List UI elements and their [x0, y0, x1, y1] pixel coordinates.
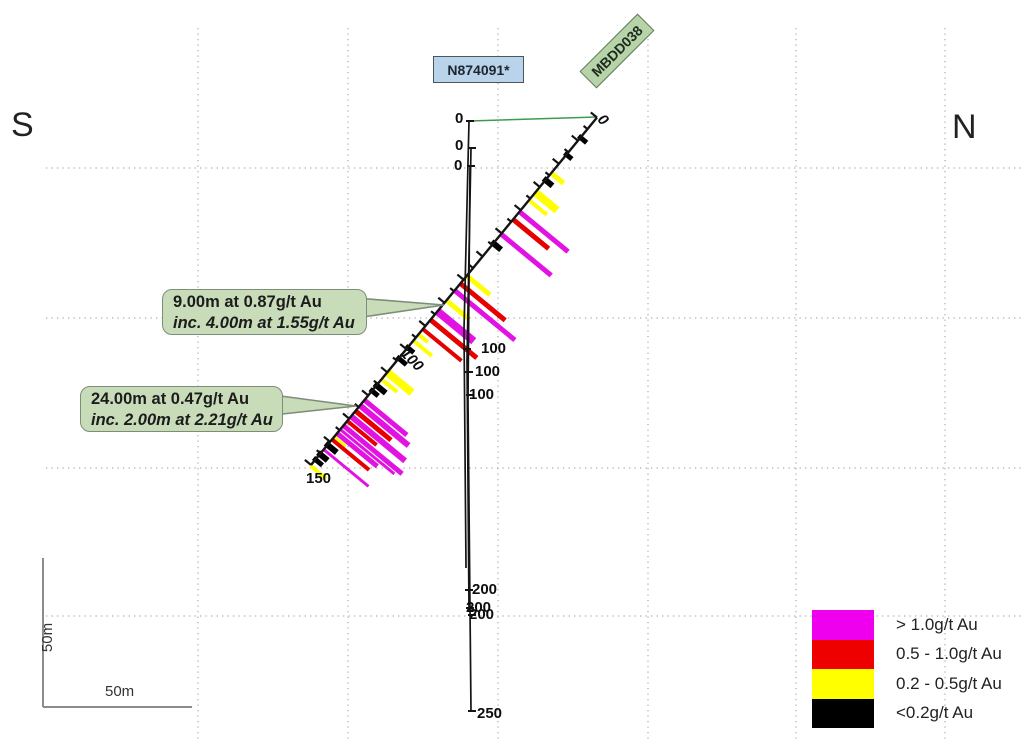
assay-interval-bar-yellow — [527, 198, 549, 217]
legend-swatch-black — [812, 698, 874, 728]
assay-interval-bar-magenta — [322, 448, 370, 488]
legend-swatch-magenta — [812, 610, 874, 640]
depth-label-vertical-100: 100 — [475, 363, 501, 380]
hole-id-label-n874091: N874091* — [433, 56, 524, 83]
assay-interval-bar-magenta — [499, 232, 553, 278]
depth-tick — [525, 194, 531, 200]
legend-row: > 1.0g/t Au — [812, 610, 1002, 640]
assay-interval-bar-red — [511, 217, 551, 251]
assay-interval-bar-red — [421, 327, 463, 363]
depth-tick — [544, 171, 551, 177]
depth-tick — [590, 111, 598, 119]
legend-label: > 1.0g/t Au — [896, 614, 978, 634]
depth-tick — [456, 273, 465, 281]
assay-interval-bar-yellow — [380, 377, 399, 394]
depth-label-vertical-200: 200 — [472, 581, 498, 598]
depth-label-vertical-200: 200 — [469, 606, 495, 623]
assay-callout-1-line1: 9.00m at 0.87g/t Au — [173, 293, 322, 311]
depth-tick — [494, 227, 503, 235]
south-label: S — [11, 106, 34, 144]
assay-interval-bar-yellow — [532, 189, 560, 214]
depth-tick — [513, 204, 522, 212]
assay-callout-1-line2: inc. 4.00m at 1.55g/t Au — [173, 314, 355, 332]
depth-label-vertical-100: 100 — [481, 340, 507, 357]
assay-interval-bar-yellow — [309, 464, 328, 480]
assay-interval-bar-yellow — [549, 171, 566, 186]
depth-tick — [430, 310, 436, 316]
depth-tick — [532, 181, 541, 188]
depth-tick — [354, 403, 360, 408]
depth-tick — [315, 449, 322, 455]
horizontal-scale-label: 50m — [105, 683, 135, 700]
assay-interval-bar-magenta — [358, 403, 411, 448]
drillhole-trace-vertical — [467, 165, 472, 713]
assay-interval-bar-yellow — [417, 332, 429, 344]
depth-tick — [342, 412, 350, 420]
assay-interval-bar-yellow — [332, 435, 347, 449]
depth-label-vertical-100: 100 — [469, 386, 495, 403]
callout-tail — [272, 394, 357, 416]
assay-interval-bar-magenta — [349, 413, 408, 464]
legend-swatch-red — [812, 639, 874, 669]
legend-label: <0.2g/t Au — [896, 703, 974, 723]
assay-callout-1: 9.00m at 0.87g/t Au inc. 4.00m at 1.55g/… — [162, 289, 367, 335]
legend-row: <0.2g/t Au — [812, 698, 1002, 728]
depth-tick — [304, 459, 312, 466]
drillhole-trace-vertical — [463, 120, 470, 569]
depth-label-vertical-250: 250 — [477, 705, 503, 722]
north-label: N — [952, 108, 977, 146]
depth-tick — [399, 343, 408, 350]
callout-tail — [355, 297, 445, 319]
depth-tick — [551, 157, 560, 165]
assay-interval-bar-magenta — [339, 428, 396, 476]
assay-interval-bar-yellow — [412, 339, 434, 358]
assay-callout-2-line2: inc. 2.00m at 2.21g/t Au — [91, 411, 273, 429]
depth-label-vertical-0: 0 — [454, 157, 463, 174]
depth-tick — [373, 379, 379, 385]
depth-tick — [449, 287, 455, 293]
legend-swatch-yellow — [812, 669, 874, 699]
legend-row: 0.2 - 0.5g/t Au — [812, 669, 1002, 699]
assay-interval-bar-red — [345, 419, 378, 447]
depth-tick — [361, 389, 369, 397]
depth-tick — [475, 250, 484, 258]
depth-tick — [392, 356, 398, 362]
legend-label: 0.5 - 1.0g/t Au — [896, 644, 1002, 664]
vertical-scale-label: 50m — [39, 622, 57, 653]
depth-label-vertical-0: 0 — [455, 137, 464, 154]
depth-tick — [380, 366, 388, 374]
grade-legend: > 1.0g/t Au 0.5 - 1.0g/t Au 0.2 - 0.5g/t… — [812, 610, 1002, 728]
assay-interval-bar-magenta — [335, 431, 379, 469]
assay-interval-bar-red — [353, 408, 393, 443]
assay-callout-2: 24.00m at 0.47g/t Au inc. 2.00m at 2.21g… — [80, 386, 283, 432]
assay-interval-bar-magenta — [362, 398, 409, 437]
depth-tick — [335, 426, 341, 432]
depth-label-inclined-150: 150 — [306, 470, 332, 487]
assay-interval-bar-magenta — [517, 209, 570, 254]
collar-connector-line — [469, 116, 598, 122]
legend-label: 0.2 - 0.5g/t Au — [896, 673, 1002, 693]
depth-tick — [582, 125, 589, 130]
depth-tick — [506, 217, 512, 223]
depth-label-vertical-200: 200 — [466, 599, 492, 616]
depth-tick — [437, 296, 446, 304]
depth-label-vertical-0: 0 — [455, 110, 464, 127]
depth-tick — [411, 333, 417, 339]
depth-tick — [323, 435, 331, 443]
depth-tick — [563, 148, 570, 154]
legend-row: 0.5 - 1.0g/t Au — [812, 639, 1002, 669]
depth-tick — [418, 320, 427, 327]
assay-interval-bar-magenta — [341, 423, 404, 476]
assay-interval-bar-yellow — [465, 273, 492, 297]
assay-callout-2-line1: 24.00m at 0.47g/t Au — [91, 390, 250, 408]
assay-interval-bar-yellow — [384, 369, 415, 396]
depth-tick — [571, 134, 579, 142]
depth-tick — [487, 240, 493, 246]
assay-interval-bar-red — [330, 437, 371, 472]
